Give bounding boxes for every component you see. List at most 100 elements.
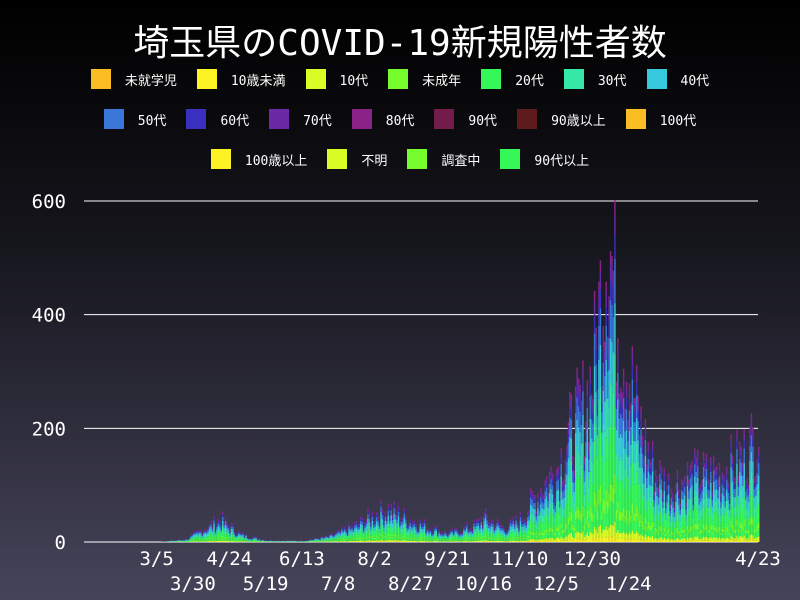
bar-segment [529,490,532,494]
bar-segment [599,502,602,526]
bar-segment [602,529,605,538]
bar-segment [547,535,549,540]
legend-item: 50代 [103,109,166,129]
bar-segment [746,496,748,507]
bar-segment [647,527,650,536]
bar-segment [374,522,376,525]
bar-segment [730,453,732,467]
bar-segment [470,536,472,540]
bar-segment [614,258,616,304]
bar-segment [357,539,359,541]
bar-segment [515,520,517,524]
bar-segment [383,533,385,538]
bar-segment [468,530,471,533]
bar-segment [592,484,594,514]
bar-segment [351,524,353,526]
bar-segment [463,535,465,539]
bar-segment [551,537,554,541]
bar-segment [637,512,639,522]
bar-segment [644,492,647,518]
bar-segment [682,538,684,541]
bar-segment [412,530,414,534]
bar-segment [375,536,378,538]
bar-segment [477,537,480,539]
bar-segment [455,528,458,529]
bar-segment [691,464,693,469]
bar-segment [545,538,548,541]
bar-segment [445,535,448,538]
bar-segment [384,525,387,530]
bar-segment [728,523,731,533]
bar-segment [419,540,421,542]
bar-segment [422,540,424,542]
bar-segment [242,533,244,534]
bar-segment [606,429,609,460]
bar-segment [557,489,559,501]
bar-segment [377,540,379,542]
bar-segment [377,517,379,520]
bar-segment [606,357,609,372]
bar-segment [342,534,345,537]
bar-segment [316,539,318,540]
bar-segment [646,472,648,478]
bar-segment [204,533,207,535]
bar-segment [409,529,411,533]
bar-segment [630,403,632,409]
bar-segment [548,472,551,475]
bar-segment [588,536,590,541]
bar-segment [429,532,432,535]
bar-segment [635,444,638,472]
bar-segment [351,532,353,536]
bar-segment [240,540,243,541]
bar-segment [531,538,533,541]
bar-segment [563,489,565,498]
bar-segment [357,532,359,535]
bar-segment [393,539,395,542]
bar-segment [742,465,744,470]
bar-segment [245,534,247,535]
bar-segment [201,534,204,536]
bar-segment [560,523,562,529]
bar-segment [673,507,676,510]
legend-item: 不明 [327,149,387,169]
bar-segment [525,530,528,534]
bar-segment [239,540,241,542]
bar-segment [386,541,388,542]
bar-segment [352,531,355,535]
bar-segment [601,385,603,393]
bar-segment [492,537,494,539]
bar-segment [342,539,345,541]
bar-segment [676,513,679,528]
bar-segment [747,484,750,488]
bar-segment [204,536,207,540]
bar-segment [676,470,679,474]
bar-segment [611,524,613,537]
bar-segment [545,540,548,542]
bar-segment [734,529,737,533]
bar-segment [246,540,249,542]
bar-segment [506,531,509,532]
bar-segment [522,520,525,522]
bar-segment [649,473,651,485]
bar-segment [548,514,551,529]
bar-segment [630,408,632,418]
bar-segment [195,531,198,533]
bar-segment [724,535,727,540]
bar-segment [487,530,490,534]
bar-segment [720,539,722,542]
bar-segment [650,509,652,526]
bar-segment [715,511,718,527]
bar-segment [508,529,510,532]
bar-segment [681,482,683,486]
bar-segment [450,530,452,531]
bar-segment [736,535,738,540]
bar-segment [621,398,623,408]
bar-segment [718,530,721,538]
bar-segment [739,540,741,542]
bar-segment [601,520,603,533]
bar-segment [750,490,753,517]
bar-segment [502,526,504,528]
bar-segment [556,512,558,528]
bar-segment [206,530,208,532]
bar-segment [466,522,468,524]
